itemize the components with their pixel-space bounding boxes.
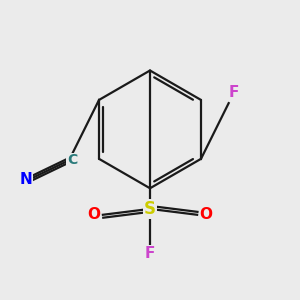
Text: F: F	[145, 246, 155, 261]
Text: C: C	[67, 153, 77, 167]
Text: S: S	[144, 200, 156, 218]
Text: O: O	[88, 207, 100, 222]
Text: N: N	[20, 172, 33, 187]
Text: O: O	[200, 207, 212, 222]
Text: F: F	[229, 85, 239, 100]
